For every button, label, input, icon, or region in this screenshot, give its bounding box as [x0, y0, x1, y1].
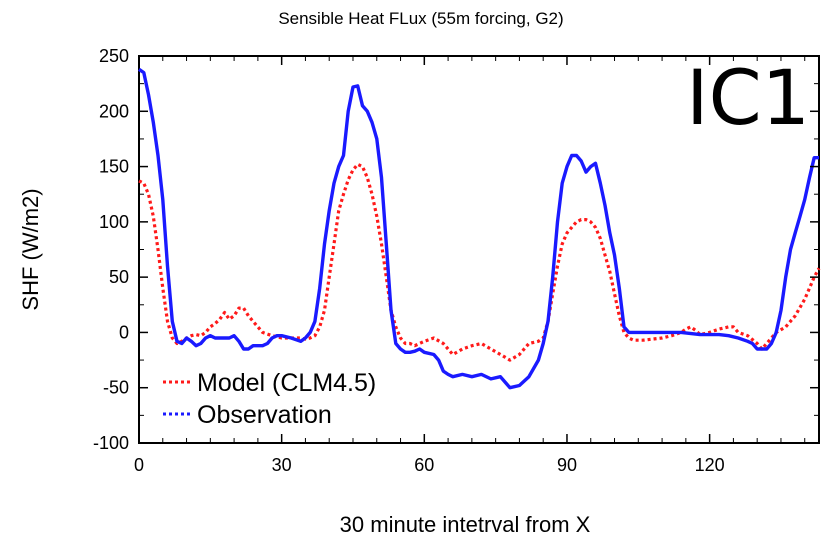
y-tick-label: 100: [99, 212, 129, 232]
chart-title: Sensible Heat FLux (55m forcing, G2): [278, 9, 563, 28]
x-tick-label: 0: [134, 455, 144, 475]
x-tick-label: 90: [557, 455, 577, 475]
panel-label: IC1: [686, 53, 810, 142]
y-tick-label: -50: [103, 378, 129, 398]
legend-label-model: Model (CLM4.5): [197, 369, 376, 397]
series-line-observation: [138, 67, 819, 390]
x-axis-title: 30 minute intetrval from X: [340, 512, 591, 537]
y-axis-title: SHF (W/m2): [18, 188, 43, 310]
y-tick-label: 0: [119, 322, 129, 342]
series-line-model: [138, 162, 821, 362]
x-tick-label: 120: [695, 455, 725, 475]
series-layer: [138, 67, 821, 390]
x-tick-label: 60: [414, 455, 434, 475]
y-tick-label: 200: [99, 101, 129, 121]
legend-label-observation: Observation: [197, 401, 332, 429]
legend: Model (CLM4.5) Observation: [163, 369, 376, 429]
y-tick-label: 50: [109, 267, 129, 287]
axis-layer: -100 -50 0 50 100 150 200 250 0 30 60 90 120: [93, 46, 819, 475]
y-tick-label: -100: [93, 433, 129, 453]
x-tick-label: 30: [272, 455, 292, 475]
y-tick-label: 150: [99, 157, 129, 177]
y-tick-label: 250: [99, 46, 129, 66]
